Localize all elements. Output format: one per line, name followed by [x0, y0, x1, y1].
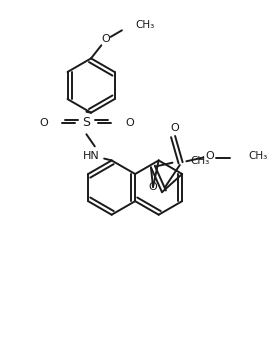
Text: CH₃: CH₃ — [190, 156, 210, 166]
Text: O: O — [149, 182, 157, 192]
Text: S: S — [82, 117, 90, 130]
Text: O: O — [171, 123, 179, 132]
Text: CH₃: CH₃ — [135, 20, 154, 30]
Text: CH₃: CH₃ — [248, 151, 267, 161]
Text: O: O — [39, 118, 48, 128]
Text: O: O — [102, 34, 110, 44]
Text: HN: HN — [83, 151, 100, 161]
Text: O: O — [205, 151, 214, 161]
Text: O: O — [125, 118, 134, 128]
